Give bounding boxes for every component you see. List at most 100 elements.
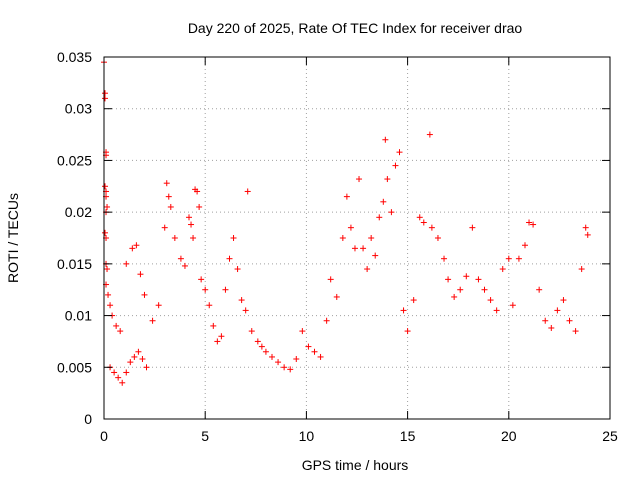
data-point (143, 364, 150, 371)
data-point (281, 364, 288, 371)
axis-ticks: 0 5 10 15 20 25 0 0.005 0.01 0.015 0.02 0.025 0.03 0.… (57, 49, 618, 444)
data-point (234, 266, 241, 273)
data-point (218, 333, 225, 340)
data-point (102, 229, 109, 236)
data-point (188, 221, 195, 228)
data-point (165, 193, 172, 200)
data-point (364, 266, 371, 273)
data-point (293, 356, 300, 363)
data-point (457, 286, 464, 293)
data-point (214, 338, 221, 345)
data-point (487, 297, 494, 304)
data-point (230, 235, 237, 241)
data-point (105, 291, 112, 298)
data-point (434, 235, 441, 241)
data-point (388, 209, 395, 216)
data-point (127, 359, 134, 366)
plot-frame (103, 56, 611, 420)
y-tick-label: 0.02 (65, 204, 92, 220)
data-point (515, 255, 522, 262)
gridlines (104, 57, 610, 419)
x-tick-label: 20 (501, 428, 517, 444)
data-point (194, 188, 201, 195)
data-point (505, 255, 512, 262)
data-point (526, 219, 533, 226)
data-point (141, 291, 148, 298)
data-point (104, 266, 111, 273)
y-tick-label: 0.015 (57, 256, 92, 272)
data-points (101, 59, 591, 386)
data-point (181, 262, 188, 269)
chart-title: Day 220 of 2025, Rate Of TEC Index for r… (188, 20, 523, 36)
data-point (548, 324, 555, 331)
data-point (499, 266, 506, 273)
data-point (139, 356, 146, 363)
data-point (521, 242, 528, 249)
data-point (135, 348, 142, 355)
y-tick-label: 0.03 (65, 101, 92, 117)
data-point (339, 235, 346, 241)
data-point (104, 203, 111, 210)
data-point (202, 286, 209, 293)
data-point (475, 276, 482, 283)
data-point (210, 322, 217, 329)
data-point (509, 302, 516, 309)
data-point (186, 214, 193, 221)
data-point (287, 366, 294, 373)
data-point (262, 348, 269, 355)
data-point (420, 219, 427, 226)
y-axis-label: ROTI / TECUs (5, 193, 21, 283)
data-point (155, 302, 162, 309)
data-point (102, 95, 109, 102)
data-point (554, 307, 561, 314)
data-point (451, 293, 458, 300)
data-point (111, 369, 118, 376)
data-point (445, 276, 452, 283)
data-point (542, 317, 549, 324)
data-point (275, 359, 282, 366)
data-point (382, 136, 389, 143)
data-point (356, 176, 363, 183)
x-tick-label: 0 (100, 428, 108, 444)
data-point (268, 353, 275, 360)
y-tick-label: 0.01 (65, 308, 92, 324)
data-point (572, 328, 579, 335)
data-point (317, 353, 324, 360)
data-point (133, 242, 140, 249)
data-point (244, 188, 251, 195)
data-point (254, 338, 261, 345)
data-point (384, 176, 391, 183)
data-point (426, 131, 433, 138)
data-point (347, 224, 354, 231)
data-point (351, 245, 358, 252)
data-point (149, 317, 156, 324)
data-point (299, 328, 306, 335)
data-point (131, 353, 138, 360)
y-tick-label: 0 (84, 411, 92, 427)
data-point (333, 293, 340, 300)
x-tick-label: 15 (400, 428, 416, 444)
data-point (222, 286, 229, 293)
data-point (404, 328, 411, 335)
data-point (190, 235, 197, 241)
data-point (242, 307, 249, 314)
data-point (305, 343, 312, 350)
data-point (392, 162, 399, 169)
data-point (107, 302, 114, 309)
x-axis-label: GPS time / hours (302, 457, 409, 473)
data-point (198, 276, 205, 283)
data-point (113, 322, 120, 329)
data-point (129, 245, 136, 252)
data-point (410, 297, 417, 304)
data-point (493, 307, 500, 314)
data-point (327, 276, 334, 283)
data-point (102, 183, 109, 190)
x-tick-label: 10 (299, 428, 315, 444)
data-point (123, 369, 130, 376)
data-point (323, 317, 330, 324)
data-point (123, 260, 130, 267)
data-point (248, 328, 255, 335)
data-point (238, 297, 245, 304)
data-point (536, 286, 543, 293)
data-point (372, 252, 379, 259)
